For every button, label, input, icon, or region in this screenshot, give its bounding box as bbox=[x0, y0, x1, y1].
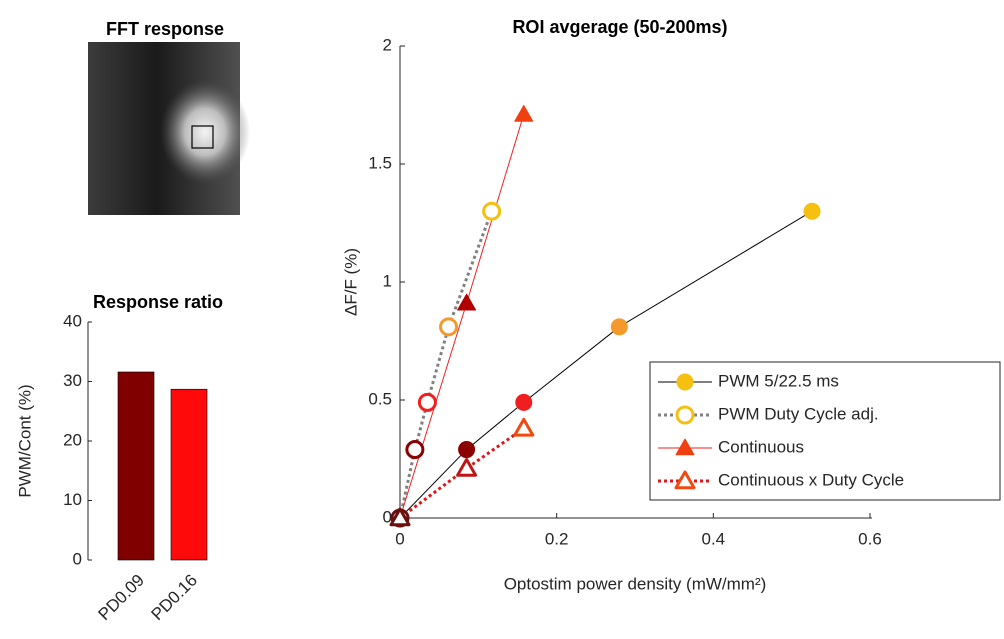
bar bbox=[171, 389, 207, 560]
marker bbox=[516, 394, 532, 410]
marker bbox=[484, 203, 500, 219]
marker bbox=[611, 319, 627, 335]
marker bbox=[419, 394, 435, 410]
panel-title: Response ratio bbox=[93, 292, 223, 312]
x-axis-label: Optostim power density (mW/mm²) bbox=[504, 574, 767, 593]
marker bbox=[804, 203, 820, 219]
marker bbox=[407, 442, 423, 458]
fft-panel: FFT response bbox=[88, 19, 250, 215]
marker bbox=[441, 319, 457, 335]
x-tick-label: 0.4 bbox=[702, 529, 726, 548]
y-tick-label: 1 bbox=[383, 271, 392, 290]
marker bbox=[459, 442, 475, 458]
legend-label: PWM Duty Cycle adj. bbox=[718, 404, 879, 423]
marker bbox=[515, 105, 533, 121]
y-axis-label: ΔF/F (%) bbox=[341, 248, 360, 316]
y-tick-label: 0.5 bbox=[368, 389, 392, 408]
x-tick-label: PD0.09 bbox=[94, 571, 148, 625]
marker bbox=[677, 374, 693, 390]
legend: PWM 5/22.5 ms PWM Duty Cycle adj. Continuo… bbox=[650, 362, 1000, 500]
fft-response-blob bbox=[160, 80, 250, 184]
y-axis-label: PWM/Cont (%) bbox=[15, 384, 34, 497]
y-tick-label: 0 bbox=[73, 549, 82, 568]
y-tick-label: 20 bbox=[63, 430, 82, 449]
x-tick-label: 0.2 bbox=[545, 529, 569, 548]
chart-title: ROI avgerage (50-200ms) bbox=[512, 17, 727, 37]
x-tick-label: PD0.16 bbox=[147, 571, 201, 625]
y-tick-label: 30 bbox=[63, 371, 82, 390]
legend-label: Continuous x Duty Cycle bbox=[718, 470, 904, 489]
legend-label: Continuous bbox=[718, 437, 804, 456]
panel-title: FFT response bbox=[106, 19, 224, 39]
y-tick-label: 10 bbox=[63, 490, 82, 509]
marker bbox=[458, 459, 476, 475]
bar bbox=[118, 372, 154, 560]
y-tick-label: 1.5 bbox=[368, 153, 392, 172]
legend-label: PWM 5/22.5 ms bbox=[718, 371, 839, 390]
y-tick-label: 2 bbox=[383, 35, 392, 54]
x-tick-label: 0 bbox=[395, 529, 404, 548]
x-tick-label: 0.6 bbox=[858, 529, 882, 548]
marker bbox=[677, 407, 693, 423]
marker bbox=[515, 419, 533, 435]
figure: FFT response Response ratio PWM/Cont (%) 0… bbox=[0, 0, 1004, 639]
y-tick-label: 40 bbox=[63, 311, 82, 330]
